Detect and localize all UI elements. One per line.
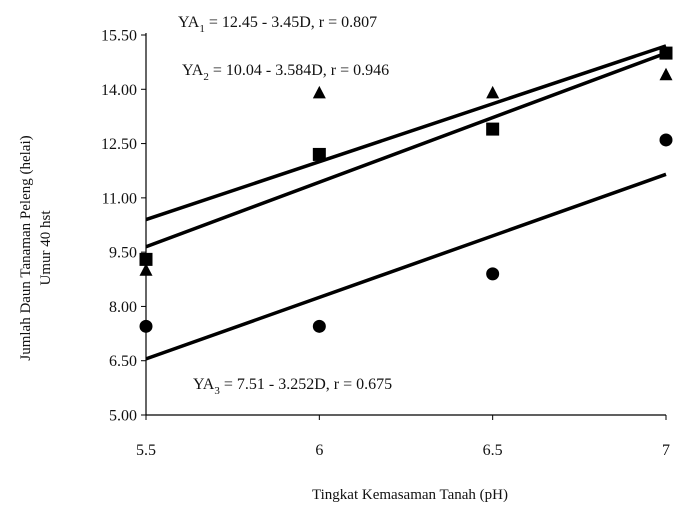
point-ya1-triangle <box>659 67 673 81</box>
y-tick-label: 11.00 <box>102 190 137 207</box>
trend-line-ya2 <box>145 51 667 249</box>
point-ya2-square <box>139 252 153 266</box>
point-ya3-circle <box>486 267 500 281</box>
y-tick-label: 8.00 <box>109 299 137 316</box>
y-tick-label: 5.00 <box>109 408 137 425</box>
point-ya3-circle <box>312 319 326 333</box>
tick-labels: 5.00 6.50 8.00 9.50 11.00 12.50 14.00 15.50 5.5 6… <box>101 28 670 460</box>
y-axis-title: Jumlah Daun Tanaman Peleng (helai) Umur … <box>18 135 54 360</box>
y-axis-title-line-1: Jumlah Daun Tanaman Peleng (helai) <box>18 135 34 360</box>
y-tick-label: 15.50 <box>101 28 137 45</box>
y-tick-label: 14.00 <box>101 82 137 99</box>
point-ya3-circle <box>659 133 673 147</box>
point-ya1-triangle <box>139 263 153 276</box>
equation-ya1: YA1 = 12.45 - 3.45D, r = 0.807 <box>178 14 377 35</box>
x-axis-title: Tingkat Kemasaman Tanah (pH) <box>312 487 508 503</box>
axes <box>145 33 666 416</box>
point-ya2-square <box>659 46 673 60</box>
y-tick-label: 9.50 <box>109 245 137 262</box>
trend-line-ya1 <box>145 44 667 222</box>
y-axis-title-line-2: Umur 40 hst <box>38 210 54 286</box>
point-ya1-triangle <box>486 85 500 99</box>
data-points <box>139 46 673 333</box>
point-ya3-circle <box>139 319 153 333</box>
point-ya2-square <box>312 147 326 161</box>
point-ya2-square <box>486 122 500 136</box>
x-tick-label: 5.5 <box>136 442 156 459</box>
equation-ya2: YA2 = 10.04 - 3.584D, r = 0.946 <box>182 62 389 83</box>
x-tick-label: 6.5 <box>483 442 503 459</box>
trend-lines <box>145 44 667 361</box>
y-tick-label: 6.50 <box>109 353 137 370</box>
trend-line-ya3 <box>145 172 667 361</box>
equation-ya3: YA3 = 7.51 - 3.252D, r = 0.675 <box>193 376 392 397</box>
point-ya1-triangle <box>312 85 326 99</box>
y-tick-label: 12.50 <box>101 136 137 153</box>
x-tick-label: 6 <box>315 442 323 459</box>
x-tick-label: 7 <box>662 442 670 459</box>
